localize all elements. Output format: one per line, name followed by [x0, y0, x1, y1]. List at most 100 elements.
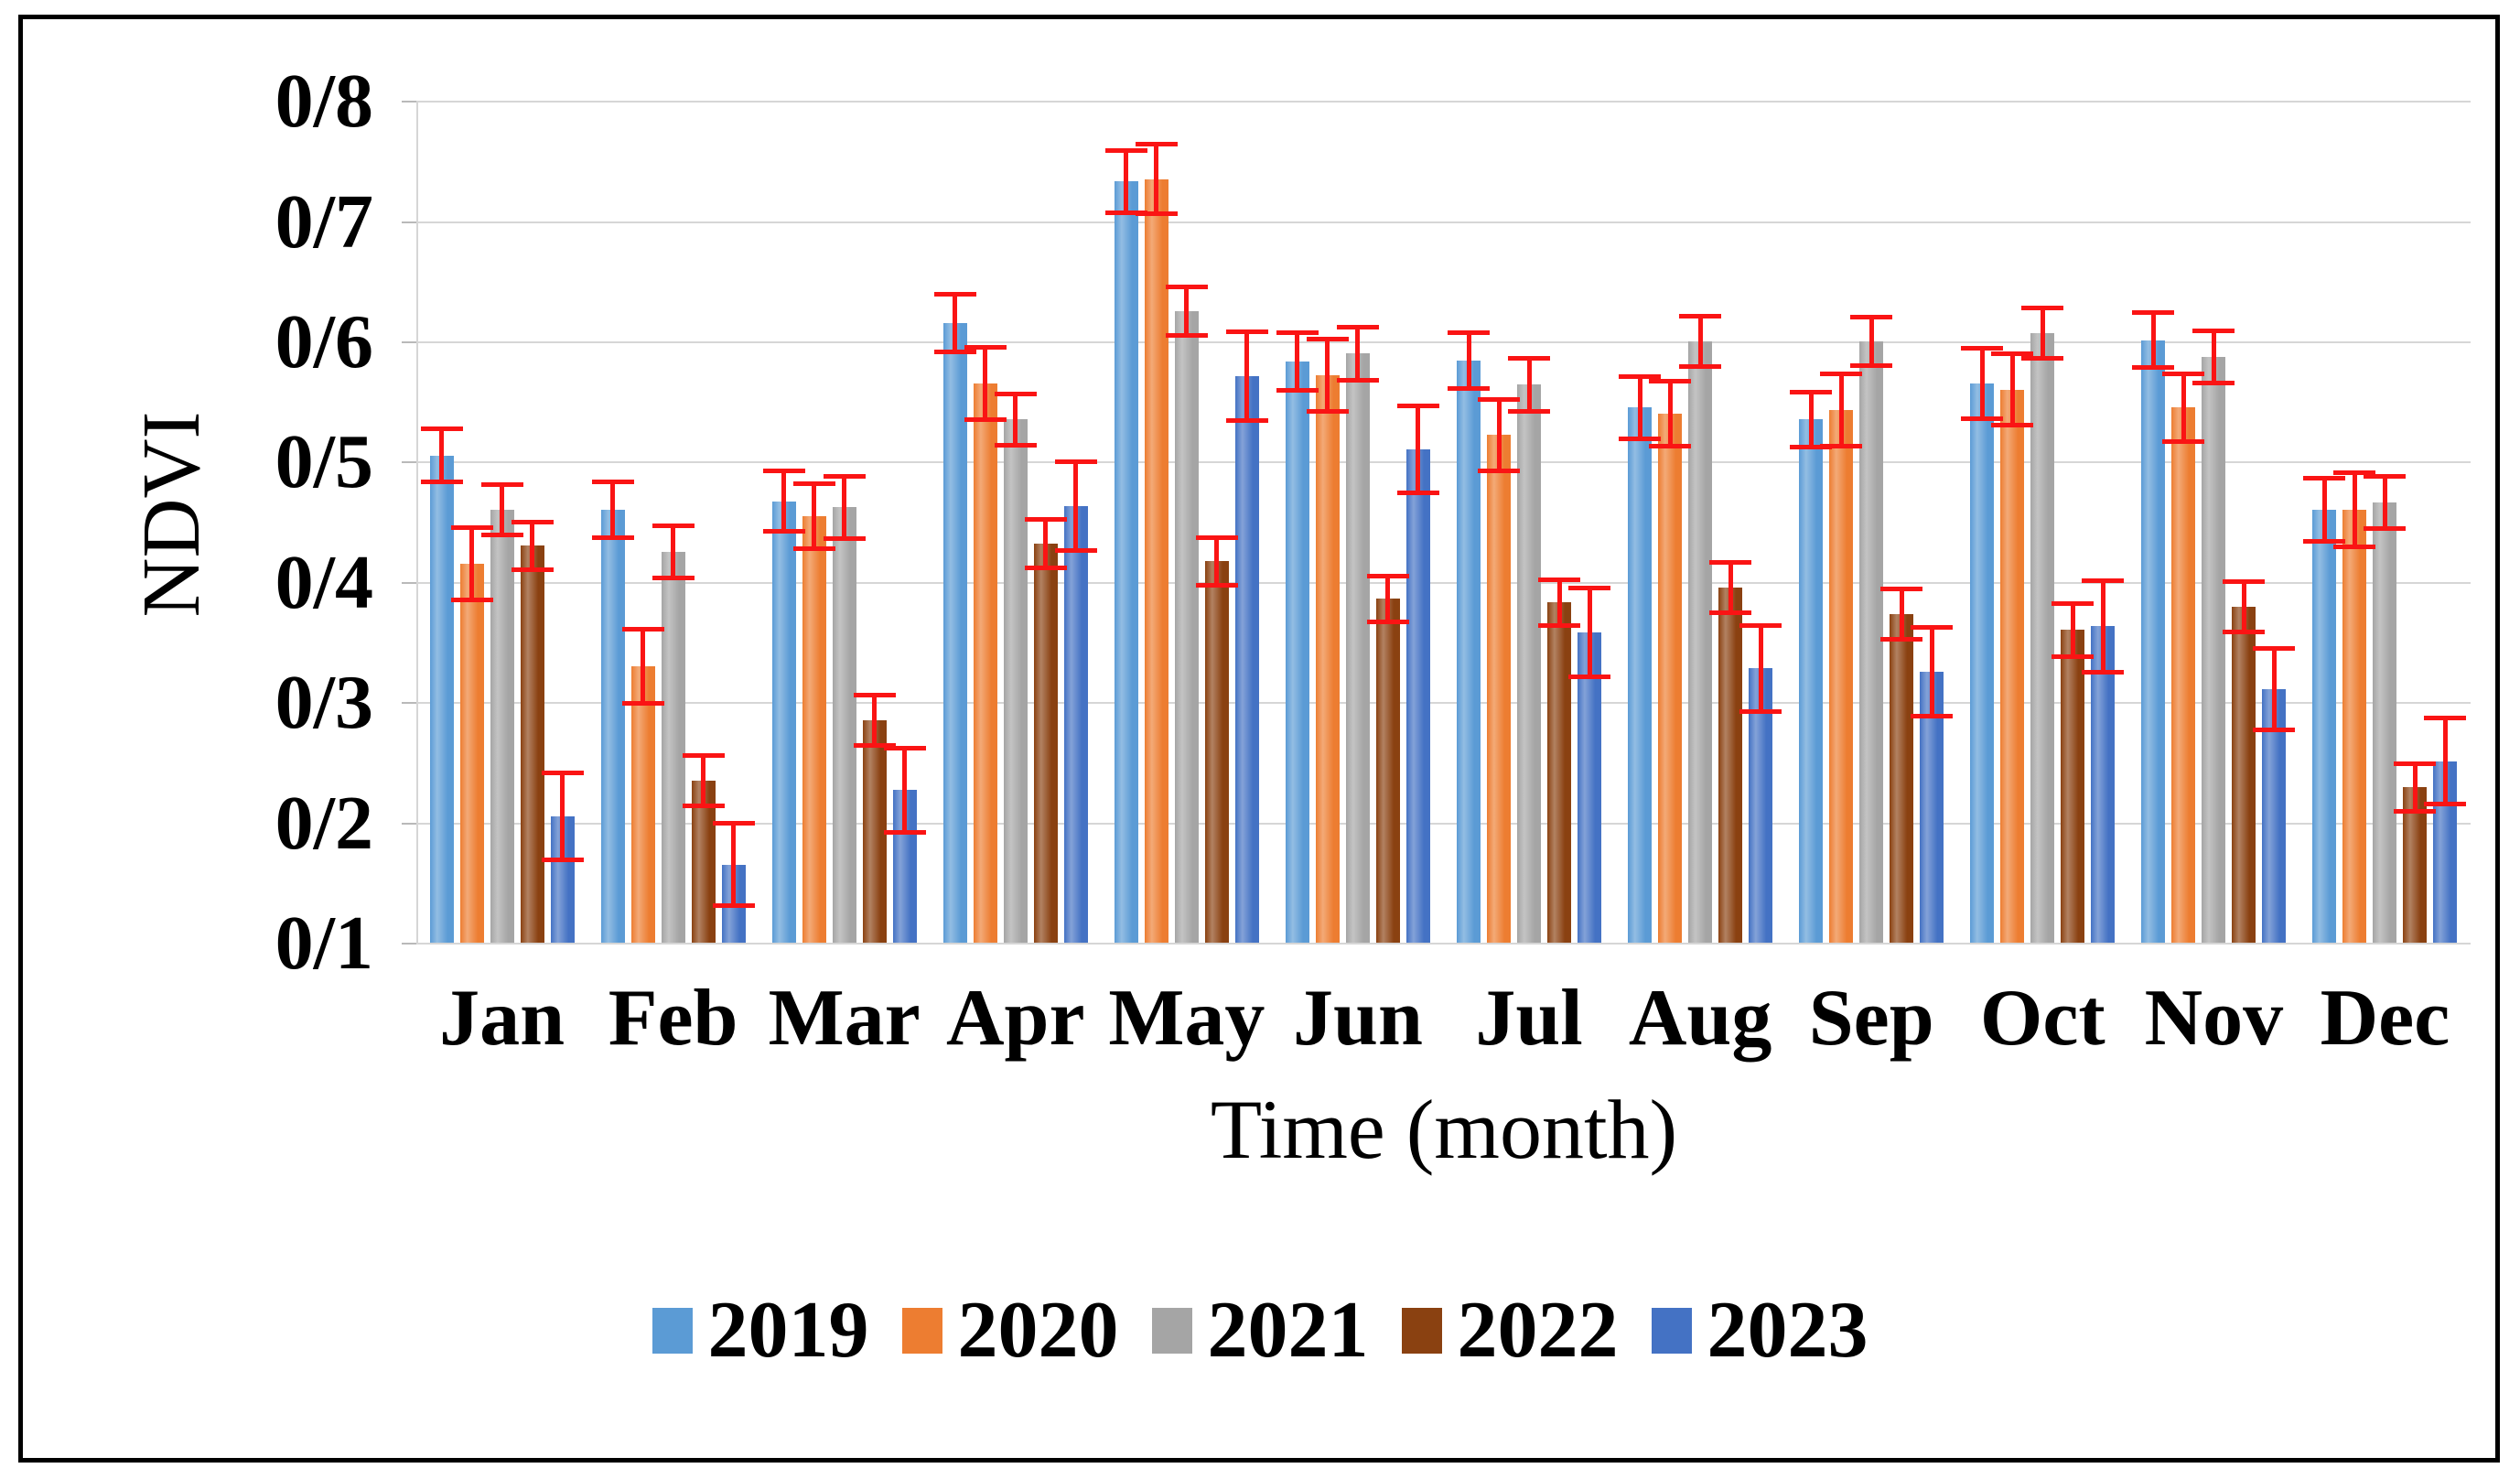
- error-cap-bottom-2020-feb: [621, 701, 664, 706]
- bar-2021-may: [1174, 311, 1199, 943]
- error-cap-top-2019-may: [1104, 147, 1147, 153]
- error-cap-top-2020-dec: [2333, 470, 2376, 475]
- error-bar-2019-sep: [1808, 392, 1814, 448]
- y-tick-mark: [402, 101, 416, 103]
- error-cap-bottom-2022-apr: [1024, 565, 1067, 570]
- y-tick-mark: [402, 461, 416, 464]
- error-cap-top-2019-oct: [1961, 346, 2004, 351]
- gridline-0-4: [416, 581, 2471, 584]
- error-cap-top-2021-jun: [1336, 324, 1379, 329]
- error-bar-2021-apr: [1013, 394, 1018, 445]
- error-cap-bottom-2019-oct: [1961, 416, 2004, 421]
- error-bar-2022-oct: [2070, 603, 2075, 657]
- gridline-0-7: [416, 221, 2471, 223]
- error-bar-2021-may: [1184, 286, 1190, 336]
- bar-2021-dec: [2373, 502, 2397, 943]
- error-bar-2022-sep: [1899, 588, 1904, 640]
- error-cap-top-2023-aug: [1739, 622, 1782, 628]
- error-bar-2021-aug: [1697, 316, 1703, 367]
- bar-2019-sep: [1799, 419, 1824, 943]
- error-cap-bottom-2022-jan: [511, 567, 554, 573]
- bar-2019-oct: [1970, 383, 1995, 943]
- error-bar-2022-may: [1214, 537, 1220, 586]
- error-bar-2023-sep: [1929, 627, 1934, 717]
- error-cap-bottom-2021-oct: [2021, 355, 2064, 361]
- error-bar-2019-jul: [1466, 332, 1471, 389]
- error-bar-2021-jul: [1526, 358, 1532, 412]
- x-tick-label-dec: Dec: [2320, 974, 2450, 1063]
- error-cap-top-2021-mar: [823, 473, 866, 479]
- error-bar-2022-jul: [1556, 579, 1562, 626]
- error-cap-top-2019-feb: [591, 480, 634, 485]
- error-bar-2019-jan: [439, 428, 445, 482]
- error-cap-bottom-2019-jun: [1276, 388, 1319, 394]
- bar-2020-nov: [2171, 407, 2196, 943]
- legend-swatch-2019: [652, 1308, 693, 1354]
- error-cap-bottom-2023-mar: [883, 829, 926, 835]
- error-bar-2019-feb: [610, 481, 616, 538]
- bar-2022-jul: [1547, 602, 1572, 943]
- error-cap-top-2021-jul: [1508, 355, 1551, 361]
- error-cap-top-2022-jul: [1538, 577, 1581, 582]
- y-tick-mark: [402, 341, 416, 343]
- error-cap-bottom-2022-dec: [2394, 809, 2437, 815]
- error-cap-bottom-2020-jun: [1306, 408, 1349, 414]
- error-cap-bottom-2019-dec: [2303, 538, 2346, 544]
- x-tick-label-jul: Jul: [1475, 974, 1583, 1063]
- legend-label-2019: 2019: [707, 1286, 869, 1375]
- legend-item-2020: 2020: [901, 1290, 1119, 1371]
- error-bar-2023-nov: [2271, 648, 2277, 730]
- bar-2022-mar: [862, 719, 887, 943]
- error-cap-top-2022-oct: [2052, 600, 2095, 606]
- x-tick-label-nov: Nov: [2144, 974, 2284, 1063]
- error-cap-bottom-2023-jul: [1568, 675, 1611, 680]
- bar-2020-aug: [1658, 413, 1683, 943]
- error-cap-top-2022-apr: [1024, 516, 1067, 522]
- error-cap-top-2022-feb: [682, 752, 725, 758]
- error-cap-top-2023-jan: [541, 771, 584, 776]
- error-cap-top-2020-may: [1135, 142, 1178, 146]
- bar-2023-mar: [892, 790, 917, 943]
- error-cap-bottom-2023-jun: [1396, 491, 1439, 496]
- bar-2020-oct: [2000, 389, 2025, 943]
- error-cap-top-2022-jan: [511, 519, 554, 524]
- error-cap-top-2020-apr: [964, 345, 1007, 351]
- error-cap-top-2020-aug: [1649, 378, 1692, 383]
- gridline-0-3: [416, 702, 2471, 705]
- bar-2023-oct: [2091, 626, 2116, 943]
- bar-2022-nov: [2232, 607, 2256, 943]
- error-cap-top-2021-sep: [1850, 315, 1893, 320]
- error-bar-2020-dec: [2352, 472, 2357, 547]
- error-cap-bottom-2022-jun: [1366, 619, 1409, 624]
- error-cap-top-2023-jun: [1396, 404, 1439, 409]
- error-bar-2020-sep: [1838, 373, 1844, 447]
- error-cap-top-2022-sep: [1880, 587, 1923, 592]
- x-tick-label-feb: Feb: [608, 974, 738, 1063]
- error-cap-bottom-2021-aug: [1679, 364, 1722, 370]
- gridline-0-8: [416, 101, 2471, 103]
- legend-swatch-2021: [1151, 1308, 1192, 1354]
- error-cap-top-2019-aug: [1619, 373, 1662, 379]
- error-cap-bottom-2023-sep: [1911, 714, 1954, 719]
- error-bar-2019-aug: [1637, 376, 1642, 439]
- bar-2019-apr: [942, 323, 967, 943]
- x-tick-label-apr: Apr: [946, 974, 1085, 1063]
- error-cap-bottom-2021-nov: [2192, 381, 2235, 386]
- legend-swatch-2023: [1651, 1308, 1692, 1354]
- bar-2019-jan: [429, 455, 454, 943]
- bar-2021-apr: [1003, 419, 1028, 943]
- error-bar-2023-mar: [902, 748, 908, 833]
- error-cap-top-2019-jun: [1276, 330, 1319, 336]
- error-cap-top-2021-dec: [2364, 473, 2407, 479]
- bar-2022-sep: [1890, 614, 1914, 943]
- gridline-0-5: [416, 461, 2471, 464]
- error-bar-2020-jan: [469, 527, 475, 600]
- error-cap-top-2019-apr: [933, 292, 976, 297]
- error-cap-bottom-2022-sep: [1880, 637, 1923, 642]
- error-cap-top-2021-jan: [480, 481, 523, 487]
- legend-item-2022: 2022: [1401, 1290, 1619, 1371]
- error-bar-2022-mar: [872, 695, 878, 746]
- error-cap-bottom-2019-nov: [2132, 365, 2175, 371]
- error-bar-2021-mar: [842, 476, 847, 539]
- error-bar-2021-dec: [2382, 476, 2387, 529]
